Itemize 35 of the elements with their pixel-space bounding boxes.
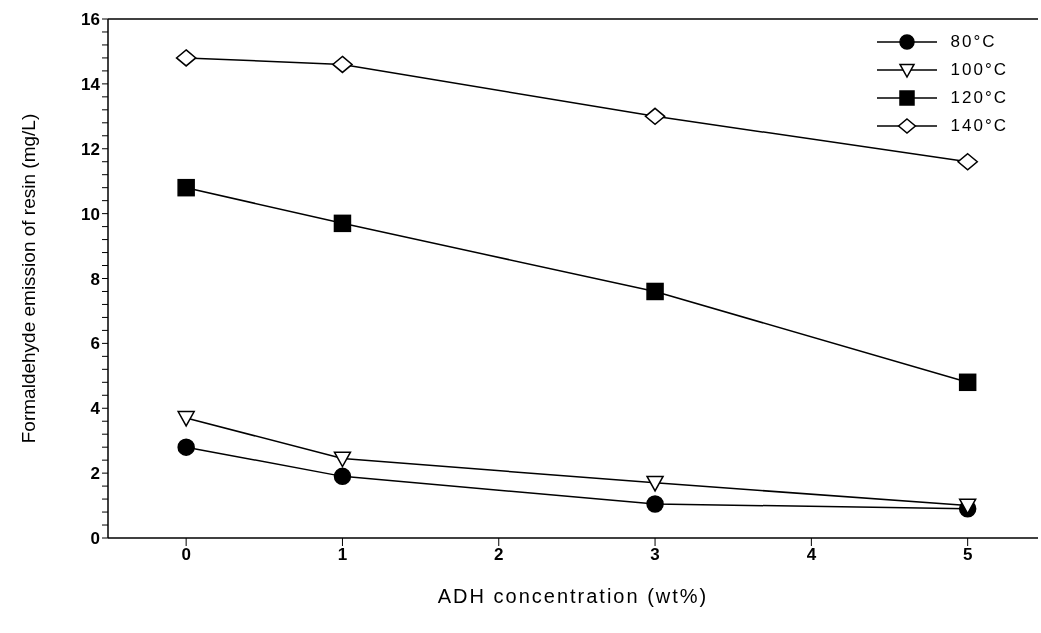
y-tick-label: 2 [90, 464, 100, 484]
x-tick-label: 1 [337, 545, 348, 565]
legend-label: 140°C [950, 116, 1008, 136]
point [958, 373, 977, 392]
y-tick-label: 12 [81, 139, 100, 159]
point [646, 282, 664, 301]
y-tick-label: 16 [81, 10, 100, 30]
point [333, 467, 352, 486]
x-tick-label: 3 [650, 545, 660, 565]
point [177, 178, 195, 197]
point [332, 55, 353, 74]
y-tick-label: 14 [81, 74, 101, 94]
point [177, 438, 195, 456]
point [175, 49, 197, 67]
x-axis-title: ADH concentration (wt%) [437, 585, 709, 607]
point [333, 214, 352, 233]
y-axis-title: Formaldehyde emission of resin (mg/L) [17, 113, 39, 444]
x-tick-label: 0 [181, 545, 191, 565]
y-tick-label: 0 [90, 529, 100, 549]
legend-label: 100°C [950, 60, 1008, 80]
point [957, 152, 979, 171]
y-tick-label: 4 [90, 399, 101, 419]
legend-label: 80°C [950, 32, 997, 52]
point [646, 495, 664, 513]
point [646, 475, 664, 492]
y-tick-label: 8 [90, 269, 100, 289]
y-tick-label: 6 [90, 334, 100, 354]
y-tick-label: 10 [81, 204, 100, 224]
point [177, 410, 195, 427]
point [644, 107, 666, 126]
legend-label: 120°C [950, 88, 1008, 108]
x-tick-label: 4 [806, 545, 817, 565]
x-tick-label: 2 [494, 545, 504, 565]
x-tick-label: 5 [962, 545, 973, 565]
point [333, 451, 352, 468]
